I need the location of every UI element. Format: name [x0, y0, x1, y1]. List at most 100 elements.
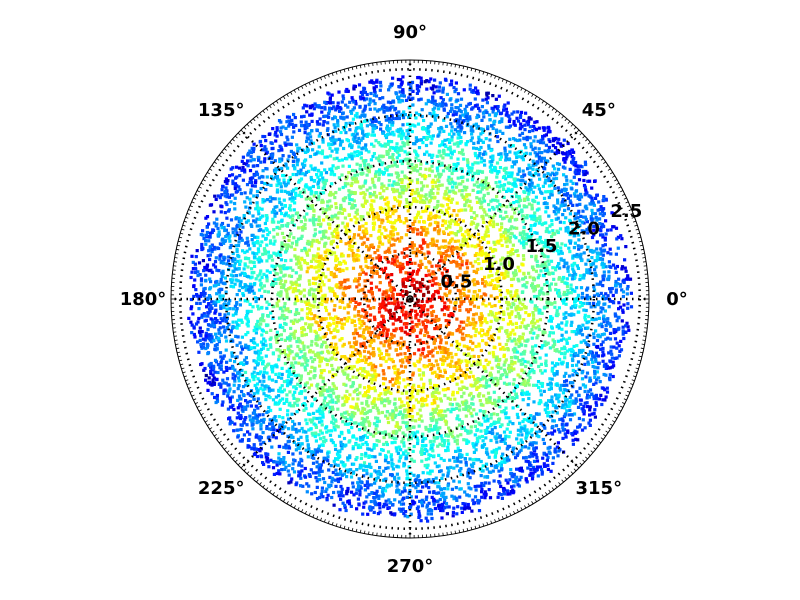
scatter-point: [396, 114, 400, 118]
scatter-point: [198, 301, 202, 305]
scatter-point: [257, 212, 261, 216]
scatter-point: [454, 449, 458, 453]
scatter-point: [208, 257, 212, 262]
scatter-point: [228, 400, 232, 404]
scatter-point: [608, 359, 612, 363]
scatter-point: [585, 227, 589, 232]
scatter-point: [599, 280, 603, 284]
scatter-point: [426, 308, 430, 312]
scatter-point: [202, 368, 206, 372]
scatter-point: [573, 305, 577, 309]
scatter-point: [319, 277, 323, 281]
scatter-point: [254, 435, 258, 439]
scatter-point: [471, 176, 475, 180]
scatter-point: [437, 175, 442, 179]
scatter-point: [393, 302, 397, 306]
scatter-point: [399, 319, 403, 323]
scatter-point: [588, 179, 592, 183]
scatter-point: [426, 320, 430, 324]
scatter-point: [444, 350, 448, 354]
scatter-point: [389, 101, 393, 105]
scatter-point: [424, 427, 428, 431]
scatter-point: [555, 370, 559, 374]
scatter-point: [599, 322, 604, 326]
scatter-point: [321, 140, 325, 144]
scatter-point: [415, 482, 419, 486]
scatter-point: [264, 354, 268, 358]
scatter-point: [413, 166, 417, 170]
scatter-point: [340, 337, 344, 341]
scatter-point: [318, 259, 322, 263]
scatter-point: [541, 456, 545, 460]
scatter-point: [561, 200, 565, 204]
scatter-point: [281, 325, 285, 329]
scatter-point: [317, 433, 321, 437]
scatter-point: [239, 192, 243, 196]
scatter-point: [216, 226, 220, 230]
scatter-point: [206, 254, 210, 258]
scatter-point: [502, 439, 506, 443]
scatter-point: [257, 257, 261, 261]
scatter-point: [397, 203, 401, 208]
scatter-point: [505, 289, 510, 293]
scatter-point: [223, 256, 227, 260]
scatter-point: [445, 505, 449, 509]
scatter-point: [228, 234, 232, 238]
scatter-point: [334, 264, 338, 268]
scatter-point: [425, 205, 429, 209]
scatter-point: [495, 175, 499, 179]
scatter-point: [430, 113, 434, 117]
scatter-point: [356, 313, 360, 317]
scatter-point: [218, 312, 222, 316]
scatter-point: [531, 383, 536, 387]
scatter-point: [210, 340, 214, 344]
scatter-point: [265, 243, 269, 247]
scatter-point: [301, 484, 305, 488]
scatter-point: [379, 84, 383, 88]
scatter-point: [375, 109, 380, 113]
scatter-point: [342, 146, 346, 151]
scatter-point: [346, 373, 350, 377]
scatter-point: [296, 298, 300, 303]
scatter-point: [601, 213, 605, 218]
scatter-point: [493, 242, 497, 246]
scatter-point: [419, 309, 423, 313]
scatter-point: [210, 300, 214, 304]
scatter-point: [432, 454, 436, 458]
scatter-point: [261, 359, 265, 363]
scatter-point: [315, 416, 319, 421]
scatter-point: [264, 252, 268, 256]
scatter-point: [269, 427, 274, 431]
scatter-point: [303, 354, 307, 358]
scatter-point: [571, 368, 575, 372]
scatter-point: [468, 199, 472, 203]
scatter-point: [407, 438, 411, 442]
scatter-point: [225, 262, 229, 266]
scatter-point: [246, 324, 250, 328]
scatter-point: [325, 128, 330, 132]
scatter-point: [373, 251, 377, 255]
scatter-point: [299, 457, 303, 461]
scatter-point: [470, 166, 474, 170]
scatter-point: [358, 326, 362, 330]
scatter-point: [560, 333, 564, 337]
scatter-point: [420, 299, 424, 303]
scatter-point: [262, 392, 266, 396]
scatter-point: [515, 155, 519, 160]
scatter-point: [318, 364, 322, 368]
scatter-point: [352, 154, 356, 158]
scatter-point: [259, 269, 263, 273]
scatter-point: [414, 164, 419, 168]
scatter-point: [468, 83, 472, 87]
scatter-point: [397, 381, 401, 385]
scatter-point: [436, 282, 440, 286]
scatter-point: [465, 334, 469, 338]
scatter-point: [305, 490, 309, 494]
scatter-point: [340, 158, 344, 162]
scatter-point: [417, 75, 421, 80]
scatter-point: [303, 389, 307, 393]
scatter-point: [481, 259, 486, 263]
scatter-point: [262, 379, 266, 383]
scatter-point: [302, 344, 306, 348]
scatter-point: [509, 365, 513, 370]
